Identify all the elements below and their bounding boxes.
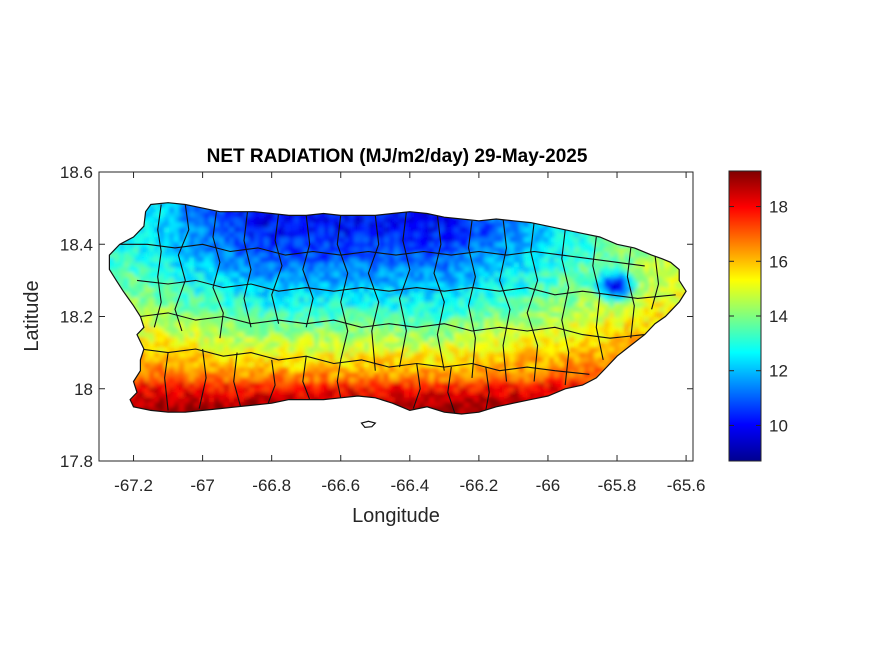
colorbar-tick-label: 14 xyxy=(769,307,788,326)
x-tick-label: -66.8 xyxy=(252,476,291,495)
radiation-field xyxy=(109,202,687,414)
x-tick-label: -66.4 xyxy=(390,476,429,495)
y-tick-label: 18.2 xyxy=(60,308,93,327)
y-axis: 17.8 18 18.2 18.4 18.6 xyxy=(60,163,693,471)
x-tick-label: -65.8 xyxy=(598,476,637,495)
x-tick-label: -67.2 xyxy=(114,476,153,495)
y-axis-label: Latitude xyxy=(21,280,43,351)
y-tick-label: 17.8 xyxy=(60,452,93,471)
colorbar-tick-label: 16 xyxy=(769,252,788,271)
y-tick-label: 18.4 xyxy=(60,235,93,254)
island-coastline xyxy=(108,202,687,415)
colorbar-tick-label: 10 xyxy=(769,416,788,435)
chart-title: NET RADIATION (MJ/m2/day) 29-May-2025 xyxy=(207,146,588,167)
x-axis-label: Longitude xyxy=(352,505,440,527)
colorbar-tick-label: 12 xyxy=(769,362,788,381)
x-tick-label: -65.6 xyxy=(667,476,706,495)
colorbar xyxy=(728,170,762,462)
colorbar-tick-label: 18 xyxy=(769,198,788,217)
y-tick-label: 18.6 xyxy=(60,163,93,182)
x-axis: -67.2 -67 -66.8 -66.6 -66.4 -66.2 -66 -65.8 -65.… xyxy=(114,172,705,495)
y-tick-label: 18 xyxy=(74,380,93,399)
caja-de-muerto-island xyxy=(360,420,377,429)
municipality-borders xyxy=(119,204,676,414)
colorbar-ticks: 10 12 14 16 18 xyxy=(729,198,788,435)
x-tick-label: -67 xyxy=(190,476,215,495)
x-tick-label: -66.2 xyxy=(460,476,499,495)
x-tick-label: -66 xyxy=(536,476,561,495)
x-tick-label: -66.6 xyxy=(321,476,360,495)
